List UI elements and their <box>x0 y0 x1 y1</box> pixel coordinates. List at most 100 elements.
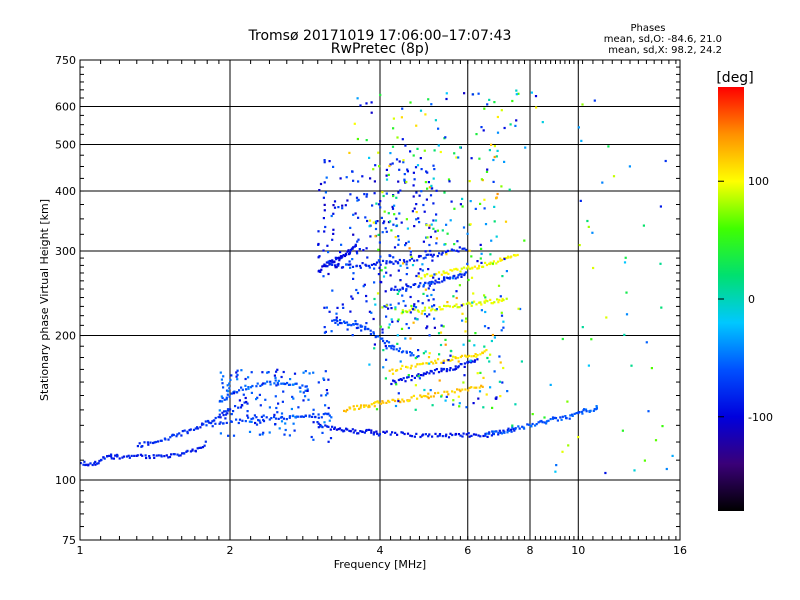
trace-point <box>147 443 150 446</box>
y-tick-label: 200 <box>55 330 76 343</box>
trace-point <box>348 323 351 326</box>
scatter-point <box>331 289 334 292</box>
trace-point <box>433 282 436 285</box>
trace-point <box>497 431 500 434</box>
scatter-point <box>567 444 570 447</box>
scatter-point <box>302 399 305 402</box>
scatter-point <box>310 435 313 439</box>
scatter-point <box>400 327 404 330</box>
trace-point <box>444 250 447 253</box>
scatter-point <box>246 410 249 413</box>
scatter-point <box>427 299 430 302</box>
trace-point <box>225 421 228 424</box>
scatter-point <box>397 400 400 403</box>
trace-point <box>460 273 463 276</box>
trace-point <box>274 417 278 420</box>
trace-point <box>240 386 243 389</box>
trace-point <box>321 265 324 268</box>
scatter-point <box>422 240 425 243</box>
trace-point <box>176 433 179 436</box>
trace-point <box>370 403 373 406</box>
scatter-point <box>407 240 410 243</box>
scatter-point <box>425 224 428 227</box>
scatter-point <box>577 436 580 439</box>
trace-point <box>535 423 538 426</box>
scatter-point <box>368 156 371 159</box>
trace-point <box>465 267 468 270</box>
scatter-point <box>483 207 486 210</box>
trace-point <box>410 352 413 355</box>
trace-point <box>349 407 352 410</box>
trace-point <box>417 310 420 313</box>
scatter-point <box>377 273 380 276</box>
trace-point <box>351 428 354 431</box>
scatter-point <box>457 156 460 159</box>
scatter-point <box>226 408 230 411</box>
scatter-point <box>235 375 238 378</box>
trace-point <box>179 454 182 457</box>
scatter-point <box>389 274 392 277</box>
scatter-point <box>329 262 332 266</box>
trace-point <box>385 401 388 404</box>
trace-point <box>456 268 459 271</box>
trace-point <box>425 371 428 374</box>
scatter-point <box>352 272 355 275</box>
trace-point <box>434 359 437 362</box>
scatter-point <box>356 291 360 295</box>
trace-point <box>458 273 461 276</box>
scatter-point <box>499 395 502 398</box>
scatter-point <box>372 221 375 224</box>
trace-point <box>331 259 334 262</box>
scatter-point <box>415 191 418 194</box>
trace-point <box>389 433 392 436</box>
scatter-point <box>404 144 407 147</box>
scatter-point <box>371 204 374 207</box>
scatter-point <box>339 251 342 254</box>
trace-point <box>476 354 479 357</box>
trace-point <box>238 389 241 392</box>
scatter-point <box>325 306 328 309</box>
scatter-point <box>388 254 391 257</box>
trace-point <box>331 425 334 428</box>
scatter-point <box>344 204 347 207</box>
trace-point <box>455 249 458 252</box>
scatter-point <box>554 470 557 473</box>
trace-point <box>327 412 330 415</box>
trace-point <box>416 363 419 366</box>
scatter-point <box>490 239 493 242</box>
trace-point <box>445 305 448 308</box>
scatter-point <box>461 312 464 315</box>
trace-point <box>172 433 175 437</box>
trace-point <box>244 420 247 423</box>
trace-point <box>490 434 493 437</box>
trace-point <box>392 398 395 402</box>
scatter-point <box>463 92 466 95</box>
trace-point <box>423 306 427 309</box>
trace-point <box>511 426 514 429</box>
trace-point <box>239 406 243 409</box>
trace-point <box>540 419 543 423</box>
trace-point <box>412 354 415 357</box>
trace-point <box>103 457 106 460</box>
scatter-point <box>480 178 483 181</box>
scatter-point <box>262 382 265 385</box>
scatter-point <box>403 173 406 176</box>
trace-point <box>295 382 298 385</box>
trace-point <box>325 261 328 264</box>
trace-point <box>541 421 544 424</box>
trace-point <box>346 323 349 327</box>
trace-point <box>203 444 206 447</box>
trace-point <box>136 445 139 448</box>
trace-point <box>167 456 170 459</box>
scatter-point <box>488 149 491 152</box>
scatter-point <box>519 307 522 311</box>
scatter-point <box>504 220 508 223</box>
trace-point <box>430 370 433 373</box>
scatter-point <box>404 244 407 247</box>
trace-point <box>442 278 446 281</box>
scatter-point <box>455 156 458 159</box>
trace-point <box>94 460 97 463</box>
scatter-point <box>442 325 445 328</box>
trace-point <box>449 276 452 279</box>
scatter-point <box>405 323 408 326</box>
